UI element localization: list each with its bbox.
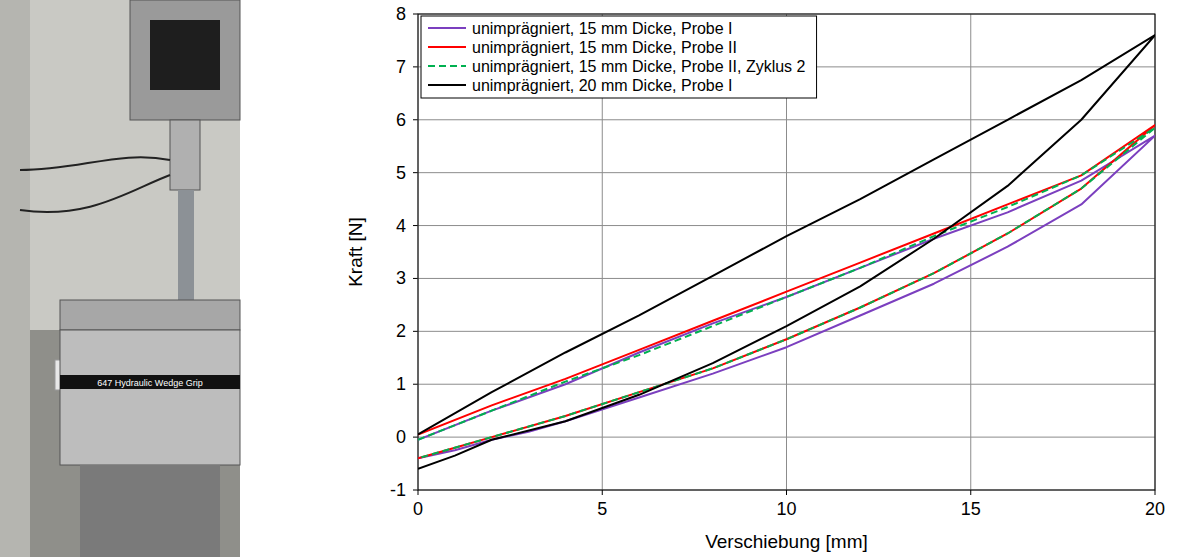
axes: -1 0 1 2 3 4 5 6 7 8 0 5 10 15 20 bbox=[390, 4, 1165, 519]
photo: 647 Hydraulic Wedge Grip bbox=[0, 0, 240, 557]
series-line bbox=[418, 125, 1155, 458]
tick bbox=[602, 490, 603, 495]
series-line bbox=[418, 128, 1155, 459]
photo-label: 647 Hydraulic Wedge Grip bbox=[97, 378, 202, 388]
y-axis-title: Kraft [N] bbox=[345, 217, 366, 287]
legend-swatch bbox=[428, 84, 466, 86]
photo-lower-grip bbox=[60, 330, 240, 465]
legend-label: unimprägniert, 15 mm Dicke, Probe II bbox=[472, 39, 737, 56]
legend-box bbox=[421, 16, 817, 98]
tick-label: 10 bbox=[776, 499, 796, 519]
tick bbox=[413, 66, 418, 67]
page: 647 Hydraulic Wedge Grip -1 0 1 2 3 4 5 6 7 8 0 5 10 1… bbox=[0, 0, 1179, 557]
legend-swatch bbox=[428, 65, 466, 67]
tick-label: 6 bbox=[396, 110, 406, 130]
legend-swatch bbox=[428, 27, 466, 29]
tick-label: 5 bbox=[396, 163, 406, 183]
grid-line bbox=[970, 14, 971, 490]
data-lines bbox=[418, 35, 1155, 469]
tick bbox=[413, 278, 418, 279]
tick-label: 2 bbox=[396, 321, 406, 341]
tick-label: 5 bbox=[597, 499, 607, 519]
legend-swatch bbox=[428, 46, 466, 48]
tick bbox=[413, 490, 418, 491]
tick bbox=[413, 437, 418, 438]
plot-frame bbox=[418, 14, 1155, 490]
tick bbox=[413, 225, 418, 226]
tick-label: 15 bbox=[961, 499, 981, 519]
tick-label: 1 bbox=[396, 374, 406, 394]
tick-label: 7 bbox=[396, 57, 406, 77]
tick-label: 20 bbox=[1145, 499, 1165, 519]
tick bbox=[786, 490, 787, 495]
tick bbox=[413, 119, 418, 120]
photo-specimen bbox=[178, 190, 194, 310]
tick-label: -1 bbox=[390, 480, 406, 500]
tick-label: 8 bbox=[396, 4, 406, 24]
photo-base bbox=[80, 465, 220, 557]
tick bbox=[418, 490, 419, 495]
photo-grip-jaw bbox=[150, 20, 220, 90]
photo-cables bbox=[20, 157, 170, 212]
tick bbox=[413, 331, 418, 332]
tick bbox=[1155, 490, 1156, 495]
tick bbox=[970, 490, 971, 495]
series-line bbox=[418, 136, 1155, 459]
tick bbox=[413, 384, 418, 385]
legend-label: unimprägniert, 15 mm Dicke, Probe I bbox=[472, 20, 733, 37]
photo-grip-band bbox=[60, 375, 240, 389]
x-axis-title: Verschiebung [mm] bbox=[705, 531, 868, 552]
tick bbox=[413, 172, 418, 173]
photo-lower-grip-top bbox=[60, 300, 240, 330]
tick-label: 0 bbox=[396, 427, 406, 447]
series-line bbox=[418, 35, 1155, 469]
legend-label: unimprägniert, 20 mm Dicke, Probe I bbox=[472, 77, 733, 94]
photo-clamp bbox=[170, 120, 200, 190]
tick-label: 4 bbox=[396, 216, 406, 236]
tick-label: 0 bbox=[413, 499, 423, 519]
legend-label: unimprägniert, 15 mm Dicke, Probe II, Zy… bbox=[472, 58, 806, 75]
photo-upper-grip bbox=[130, 0, 240, 120]
tick bbox=[413, 14, 418, 15]
tick-label: 3 bbox=[396, 268, 406, 288]
photo-column bbox=[0, 0, 30, 557]
plot-area bbox=[418, 14, 1155, 490]
legend: unimprägniert, 15 mm Dicke, Probe I unimp… bbox=[421, 16, 817, 98]
photo-table bbox=[0, 330, 240, 557]
photo-wall bbox=[0, 0, 240, 557]
